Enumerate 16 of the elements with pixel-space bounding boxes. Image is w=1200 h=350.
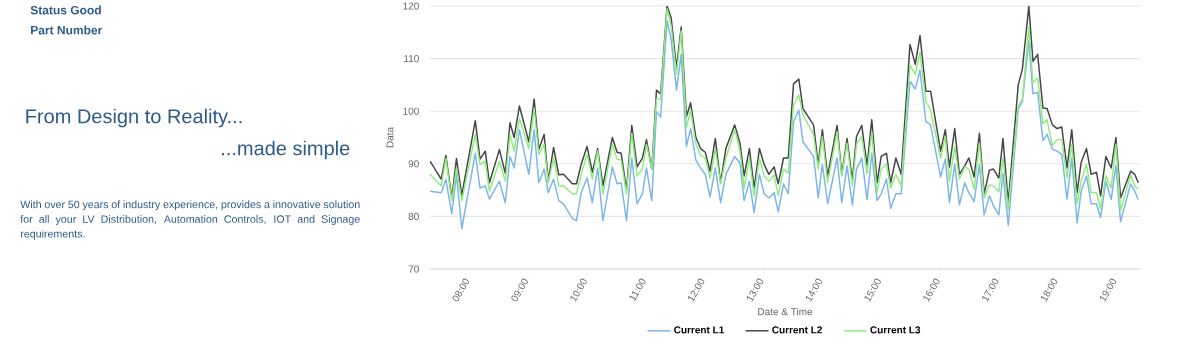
y-tick-label: 90 [408, 160, 419, 168]
y-tick-label: 110 [404, 55, 419, 63]
text: ...made simple [222, 140, 350, 160]
y-axis-title: Data [386, 126, 394, 148]
legend-label: Current L2 [772, 326, 822, 334]
y-tick-label: 70 [408, 265, 419, 273]
text: Part Number [31, 25, 103, 35]
legend-label: Current L1 [674, 326, 724, 334]
y-tick-label: 120 [403, 2, 419, 10]
legend-label: Current L3 [870, 326, 921, 334]
y-tick-label: 100 [403, 107, 419, 115]
text: From Design to Reality... [26, 108, 242, 128]
text: Status Good [30, 5, 101, 15]
y-tick-label: 80 [408, 212, 419, 220]
x-axis-title: Date & Time [758, 307, 813, 316]
text: With over 50 years of industry experience, provides a innovative solution for all your LV Distribution, Automation Controls, IOT and Signage requirements. [20, 200, 360, 240]
